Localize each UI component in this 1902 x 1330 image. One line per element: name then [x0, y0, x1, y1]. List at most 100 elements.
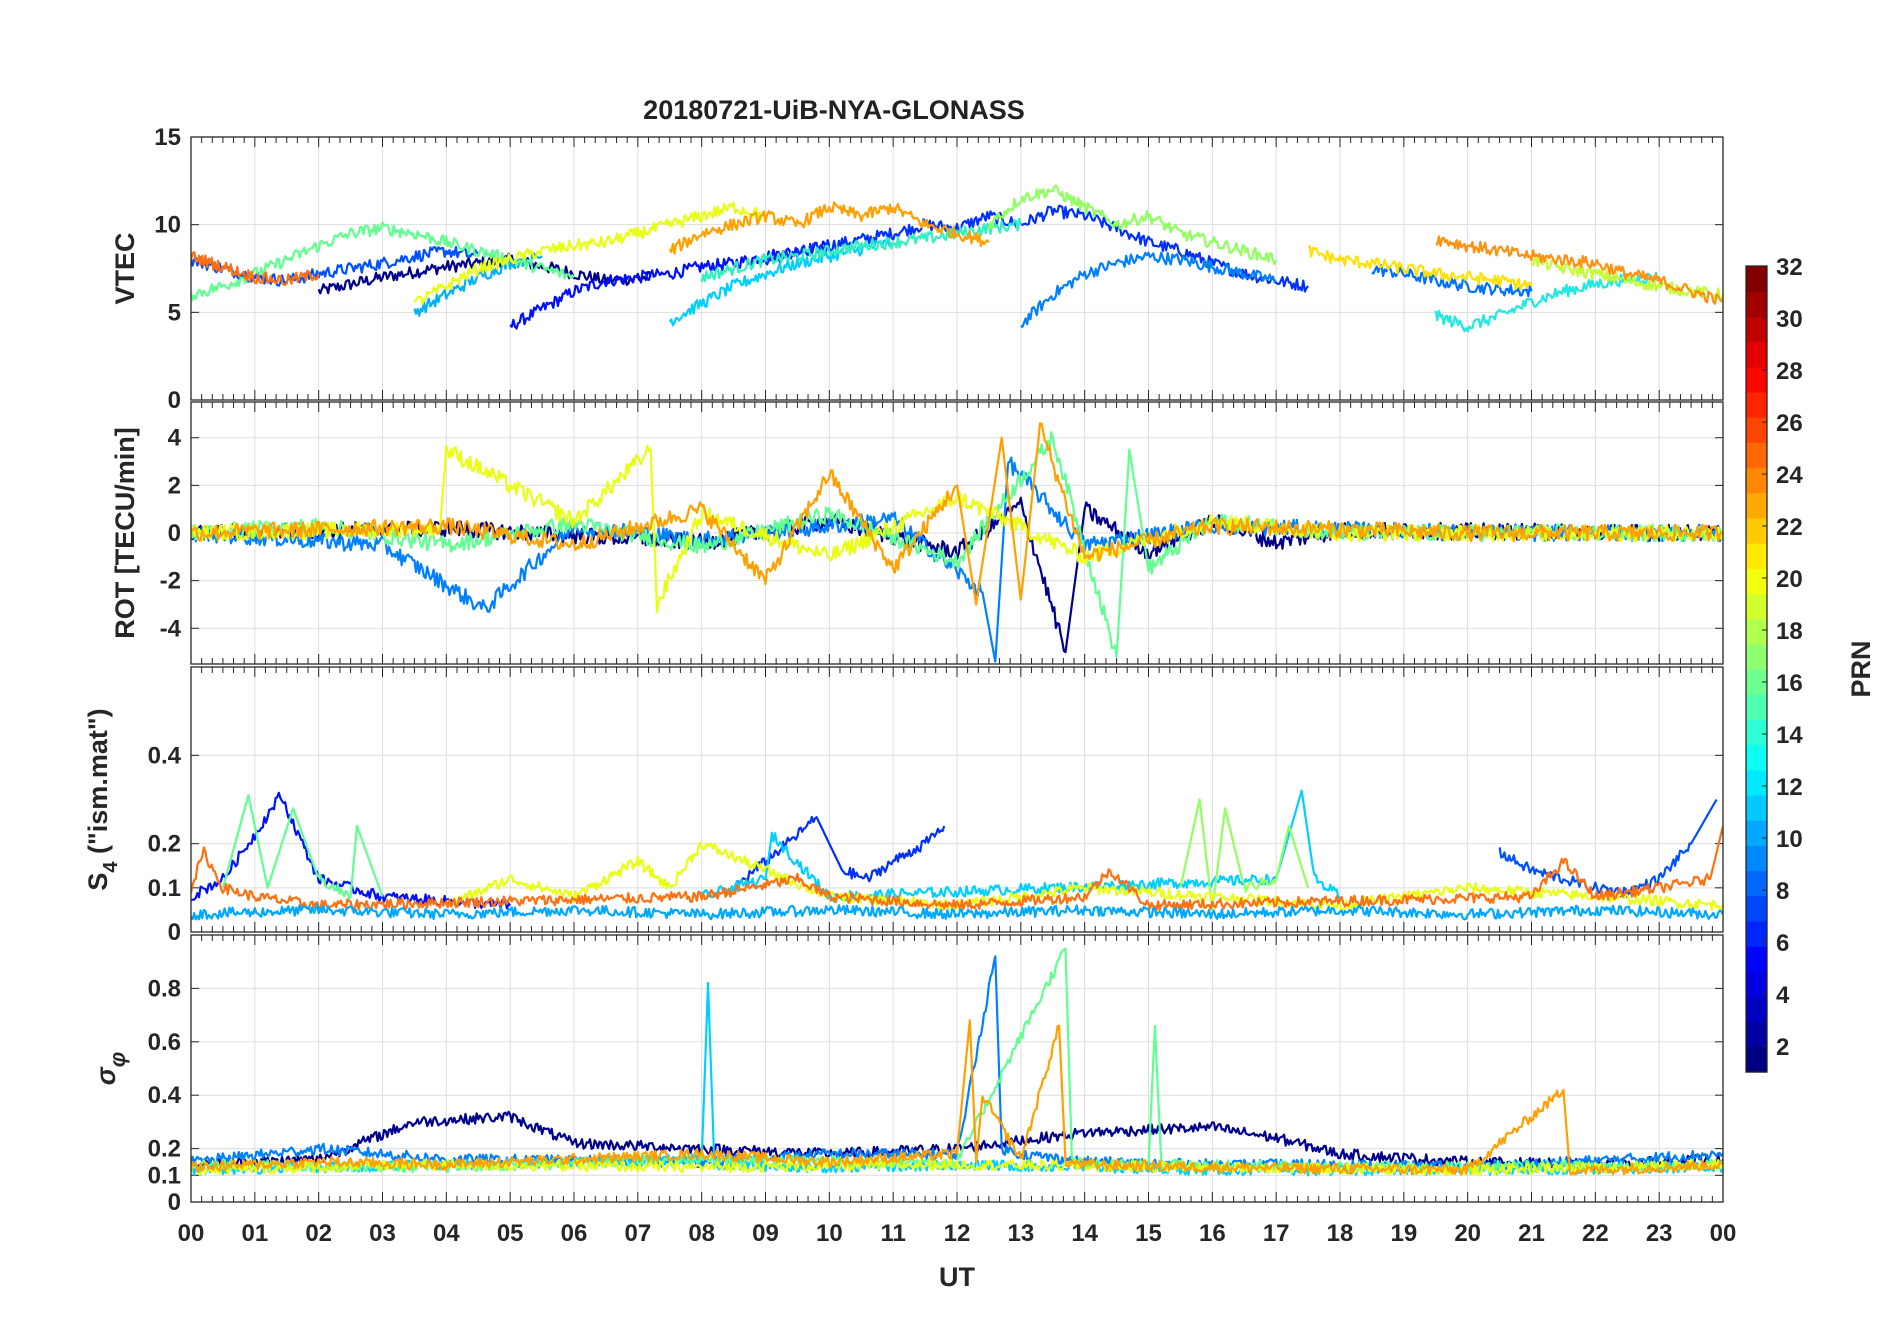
series-group — [191, 789, 1723, 921]
series-line-prn-9 — [1020, 251, 1277, 328]
y-tick-label: 0.2 — [148, 1136, 181, 1163]
series-line-prn-19 — [413, 201, 767, 305]
colorbar-swatch — [1746, 719, 1767, 746]
colorbar-swatch — [1746, 543, 1767, 569]
y-tick-label: 5 — [168, 299, 181, 326]
x-tick-label: 07 — [624, 1220, 651, 1247]
series-line-prn-22 — [668, 201, 990, 255]
colorbar-swatch — [1746, 291, 1767, 317]
colorbar-swatch — [1746, 643, 1767, 670]
y-tick-label: 0.4 — [148, 1082, 182, 1109]
y-axis-label: VTEC — [110, 232, 140, 304]
colorbar-swatch — [1746, 492, 1767, 519]
series-line-prn-18 — [1530, 255, 1723, 301]
series-line-prn-22 — [191, 1019, 1723, 1176]
axes-box — [190, 666, 1724, 933]
x-tick-label: 14 — [1071, 1220, 1098, 1247]
y-tick-label: 10 — [154, 212, 181, 239]
colorbar-tick-label: 4 — [1776, 982, 1790, 1009]
y-tick-label: 0 — [168, 387, 181, 414]
y-tick-label: 0.1 — [148, 1162, 181, 1189]
chart-title: 20180721-UiB-NYA-GLONASS — [643, 95, 1025, 125]
colorbar-tick-label: 8 — [1776, 878, 1789, 905]
series-line-prn-19 — [445, 841, 1723, 912]
colorbar-tick-label: 6 — [1776, 930, 1789, 957]
colorbar-tick-label: 22 — [1776, 514, 1803, 541]
colorbar-swatch — [1746, 417, 1767, 443]
x-tick-label: 17 — [1263, 1220, 1290, 1247]
series-line-prn-17 — [1179, 798, 1310, 912]
x-tick-label: 13 — [1007, 1220, 1034, 1247]
series-line-prn-22 — [191, 422, 1723, 606]
colorbar-swatch — [1746, 442, 1767, 469]
x-tick-label: 00 — [178, 1220, 205, 1247]
colorbar-swatch — [1746, 391, 1767, 418]
colorbar-swatch — [1746, 870, 1767, 897]
x-tick-label: 11 — [880, 1220, 905, 1247]
colorbar-swatch — [1746, 568, 1767, 595]
series-line-prn-23 — [1435, 235, 1723, 305]
axes-box — [190, 401, 1724, 665]
x-tick-label: 02 — [305, 1220, 332, 1247]
x-tick-label: 18 — [1327, 1220, 1354, 1247]
series-line-prn-7 — [1498, 798, 1718, 899]
panel-1: 0 5 10 15 VTEC — [110, 124, 1724, 414]
colorbar-tick-label: 30 — [1776, 306, 1803, 333]
x-tick-label: 03 — [369, 1220, 396, 1247]
series-line-prn-24 — [191, 825, 1723, 912]
x-tick-label: 20 — [1454, 1220, 1481, 1247]
y-tick-label: 0 — [168, 520, 181, 547]
colorbar-swatch — [1746, 366, 1767, 393]
y-axis-label: σφ — [91, 1052, 130, 1085]
colorbar-swatch — [1746, 1046, 1767, 1073]
colorbar-swatch — [1746, 467, 1767, 494]
x-tick-label: 15 — [1135, 1220, 1162, 1247]
x-tick-label: 22 — [1582, 1220, 1609, 1247]
series-line-prn-13 — [700, 789, 1341, 903]
colorbar-tick-label: 28 — [1776, 358, 1803, 385]
y-tick-label: -2 — [160, 568, 181, 595]
series-line-prn-16 — [221, 793, 384, 901]
series-line-prn-19 — [191, 444, 1723, 614]
series-group — [191, 422, 1723, 663]
x-tick-label: 16 — [1199, 1220, 1226, 1247]
colorbar-swatch — [1746, 820, 1767, 846]
colorbar-swatch — [1746, 694, 1767, 720]
series-line-prn-24 — [191, 251, 320, 286]
colorbar-tick-label: 32 — [1776, 254, 1803, 281]
y-tick-label: -4 — [160, 615, 182, 642]
colorbar-tick-label: 26 — [1776, 410, 1803, 437]
series-line-prn-13 — [668, 238, 895, 327]
colorbar-swatch — [1746, 769, 1767, 796]
x-tick-label: 21 — [1518, 1220, 1545, 1247]
colorbar-swatch — [1746, 845, 1767, 872]
colorbar-swatch — [1746, 341, 1767, 368]
series-line-prn-14 — [1434, 271, 1660, 333]
panel-3: 0 0.1 0.2 0.4 S4 ("ism.mat") — [83, 666, 1724, 946]
colorbar-swatch — [1746, 920, 1767, 947]
x-tick-label: 01 — [241, 1220, 268, 1247]
colorbar-tick-label: 20 — [1776, 566, 1803, 593]
x-tick-label: 19 — [1390, 1220, 1417, 1247]
colorbar-tick-label: 12 — [1776, 774, 1803, 801]
series-group — [191, 947, 1723, 1177]
colorbar-swatch — [1746, 618, 1767, 645]
series-line-prn-9 — [191, 456, 1723, 663]
y-axis-label: S4 ("ism.mat") — [83, 708, 122, 890]
x-tick-label: 09 — [752, 1220, 779, 1247]
y-tick-label: 2 — [168, 472, 181, 499]
y-tick-label: 0.1 — [148, 875, 181, 902]
colorbar-swatch — [1746, 996, 1767, 1023]
colorbar-swatch — [1746, 744, 1767, 771]
colorbar-tick-label: 10 — [1776, 826, 1803, 853]
axes-box — [190, 934, 1724, 1203]
y-tick-label: 0.8 — [148, 975, 181, 1002]
colorbar-tick-label: 14 — [1776, 722, 1803, 749]
series-line-prn-17 — [987, 184, 1278, 266]
colorbar-tick-label: 2 — [1776, 1034, 1789, 1061]
colorbar-tick-label: 18 — [1776, 618, 1803, 645]
y-tick-label: 0.2 — [148, 831, 181, 858]
y-tick-label: 0.6 — [148, 1029, 181, 1056]
